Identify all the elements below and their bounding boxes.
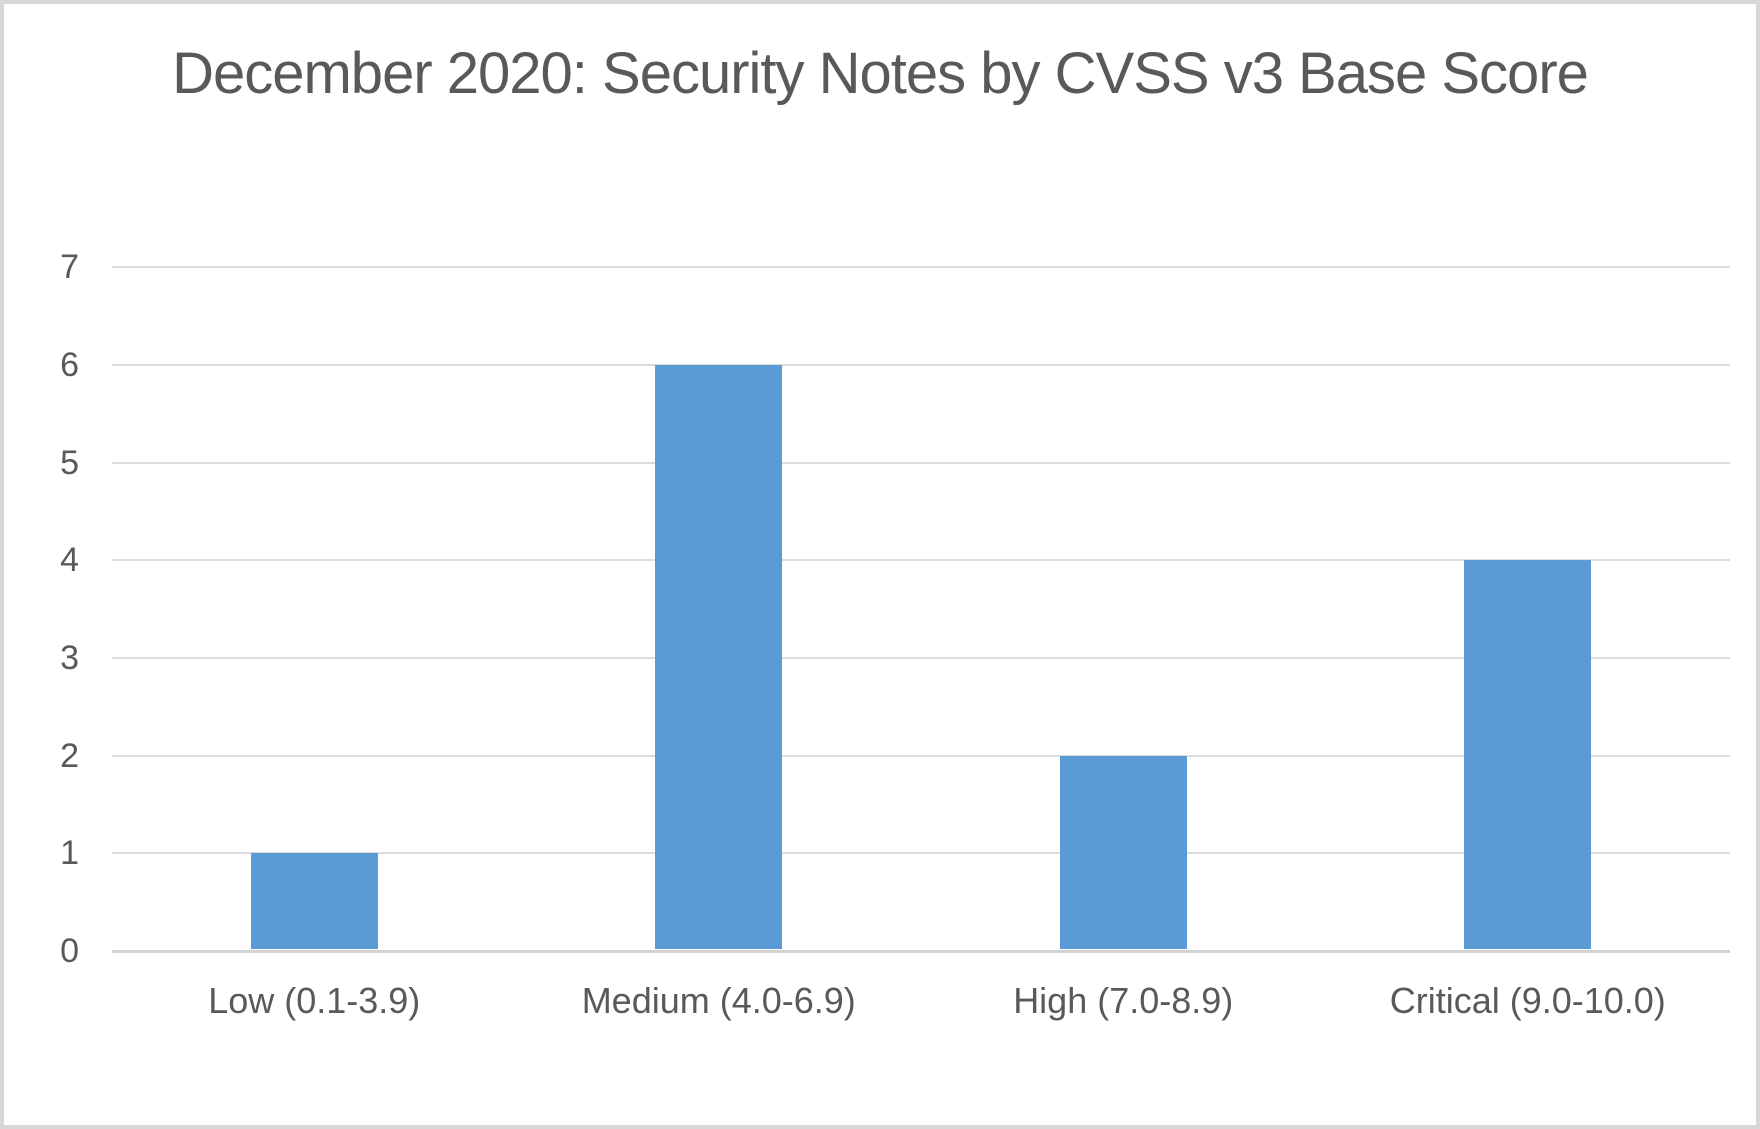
gridline [112,852,1730,855]
x-axis-label-medium: Medium (4.0-6.9) [581,980,856,1021]
gridline [112,656,1730,659]
bar-high [1059,755,1187,950]
y-axis-tick-label: 0 [60,932,79,970]
x-axis-line [112,949,1730,953]
gridline [112,266,1730,269]
y-axis-tick-label: 5 [60,443,79,482]
y-axis-tick-label: 6 [60,345,79,384]
gridline [112,559,1730,562]
y-axis-tick-label: 4 [60,541,79,580]
chart-title: December 2020: Security Notes by CVSS v3… [172,41,1589,106]
y-axis-tick-label: 3 [60,638,79,677]
bar-critical [1464,560,1592,950]
x-axis-label-high: High (7.0-8.9) [1013,980,1234,1021]
gridline [112,461,1730,464]
y-axis-tick-label: 1 [60,834,79,873]
y-axis-tick-label: 7 [60,248,79,287]
gridline [112,363,1730,366]
bar-low [250,853,378,950]
bar-medium [655,364,783,950]
x-axis-label-low: Low (0.1-3.9) [208,980,421,1021]
y-axis-tick-label: 2 [60,736,79,775]
x-axis-label-critical: Critical (9.0-10.0) [1389,980,1666,1021]
gridline [112,754,1730,757]
plot-area: 0 1 2 3 4 5 6 7 Low (0.1-3.9) Medium (4.0-6.9) Hig… [4,4,1756,1125]
